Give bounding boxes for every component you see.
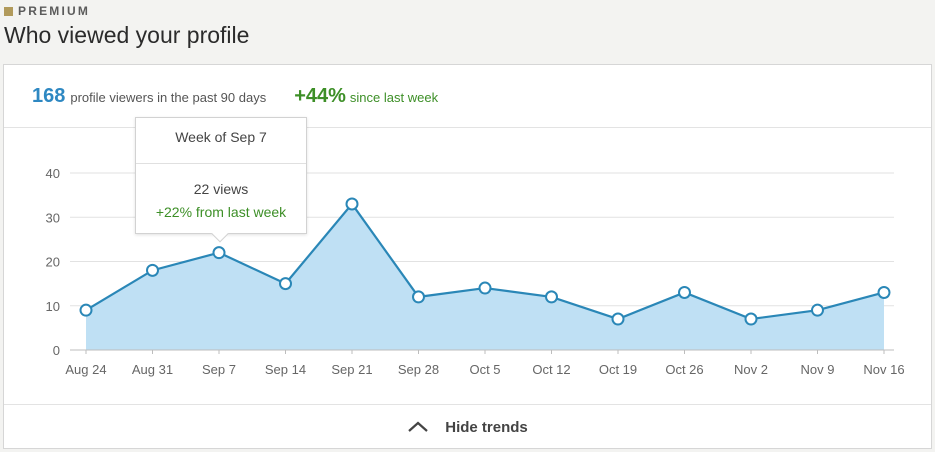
summary-row: 168 profile viewers in the past 90 days …: [32, 85, 438, 108]
y-tick-label: 10: [46, 299, 60, 314]
x-tick-label: Sep 14: [265, 362, 306, 377]
x-tick-label: Aug 24: [65, 362, 106, 377]
chart-tooltip: Week of Sep 7 22 views +22% from last we…: [135, 117, 307, 243]
profile-views-chart: 0 10 20 30 40 Aug 24 Aug 31 Sep 7 Sep 14 Sep 21 Se…: [46, 166, 905, 377]
data-point: [545, 290, 558, 304]
x-tick-label: Nov 16: [863, 362, 904, 377]
x-tick-label: Sep 28: [398, 362, 439, 377]
data-point: [478, 281, 492, 295]
data-point: [412, 290, 425, 304]
page-title: Who viewed your profile: [4, 22, 250, 48]
data-point: [877, 285, 891, 299]
x-tick-label: Nov 2: [734, 362, 768, 377]
tooltip-divider: [136, 163, 306, 164]
data-point: [345, 197, 359, 211]
x-tick-label: Sep 21: [331, 362, 372, 377]
x-tick-label: Oct 26: [665, 362, 703, 377]
tooltip-views: 22 views: [193, 181, 249, 197]
growth-percent: +44%: [294, 85, 346, 107]
x-tick-label: Oct 19: [599, 362, 637, 377]
data-point: [744, 312, 758, 326]
data-point: [79, 303, 93, 317]
views-area: [86, 203, 884, 350]
data-point: [611, 312, 625, 326]
growth-text: since last week: [349, 90, 439, 105]
premium-row: PREMIUM: [4, 4, 90, 18]
hide-trends-button[interactable]: Hide trends: [4, 405, 931, 449]
x-tick-label: Oct 12: [532, 362, 570, 377]
x-tick-label: Sep 7: [202, 362, 236, 377]
data-point: [279, 277, 292, 291]
chevron-up-icon: [408, 421, 428, 432]
premium-label: PREMIUM: [18, 4, 91, 18]
data-point: [678, 285, 691, 299]
hide-trends-label: Hide trends: [445, 418, 528, 436]
x-tick-label: Nov 9: [801, 362, 835, 377]
data-point: [811, 303, 824, 317]
x-tick-label: Oct 5: [469, 362, 500, 377]
y-tick-label: 0: [53, 343, 60, 358]
data-point: [212, 246, 226, 260]
profile-views-card: 168 profile viewers in the past 90 days …: [3, 64, 932, 449]
x-tick-label: Aug 31: [132, 362, 173, 377]
page-header: PREMIUM Who viewed your profile: [0, 0, 935, 64]
premium-badge-icon: [4, 6, 13, 16]
footer-divider: [4, 404, 931, 405]
data-point: [146, 263, 159, 277]
viewer-count-text: profile viewers in the past 90 days: [70, 90, 267, 105]
tooltip-change: +22% from last week: [155, 204, 287, 220]
y-tick-label: 40: [46, 166, 60, 181]
y-tick-label: 20: [46, 255, 60, 270]
y-tick-label: 30: [46, 210, 60, 225]
viewer-count: 168: [32, 85, 66, 107]
tooltip-week: Week of Sep 7: [175, 129, 267, 145]
summary-divider: [4, 127, 931, 128]
